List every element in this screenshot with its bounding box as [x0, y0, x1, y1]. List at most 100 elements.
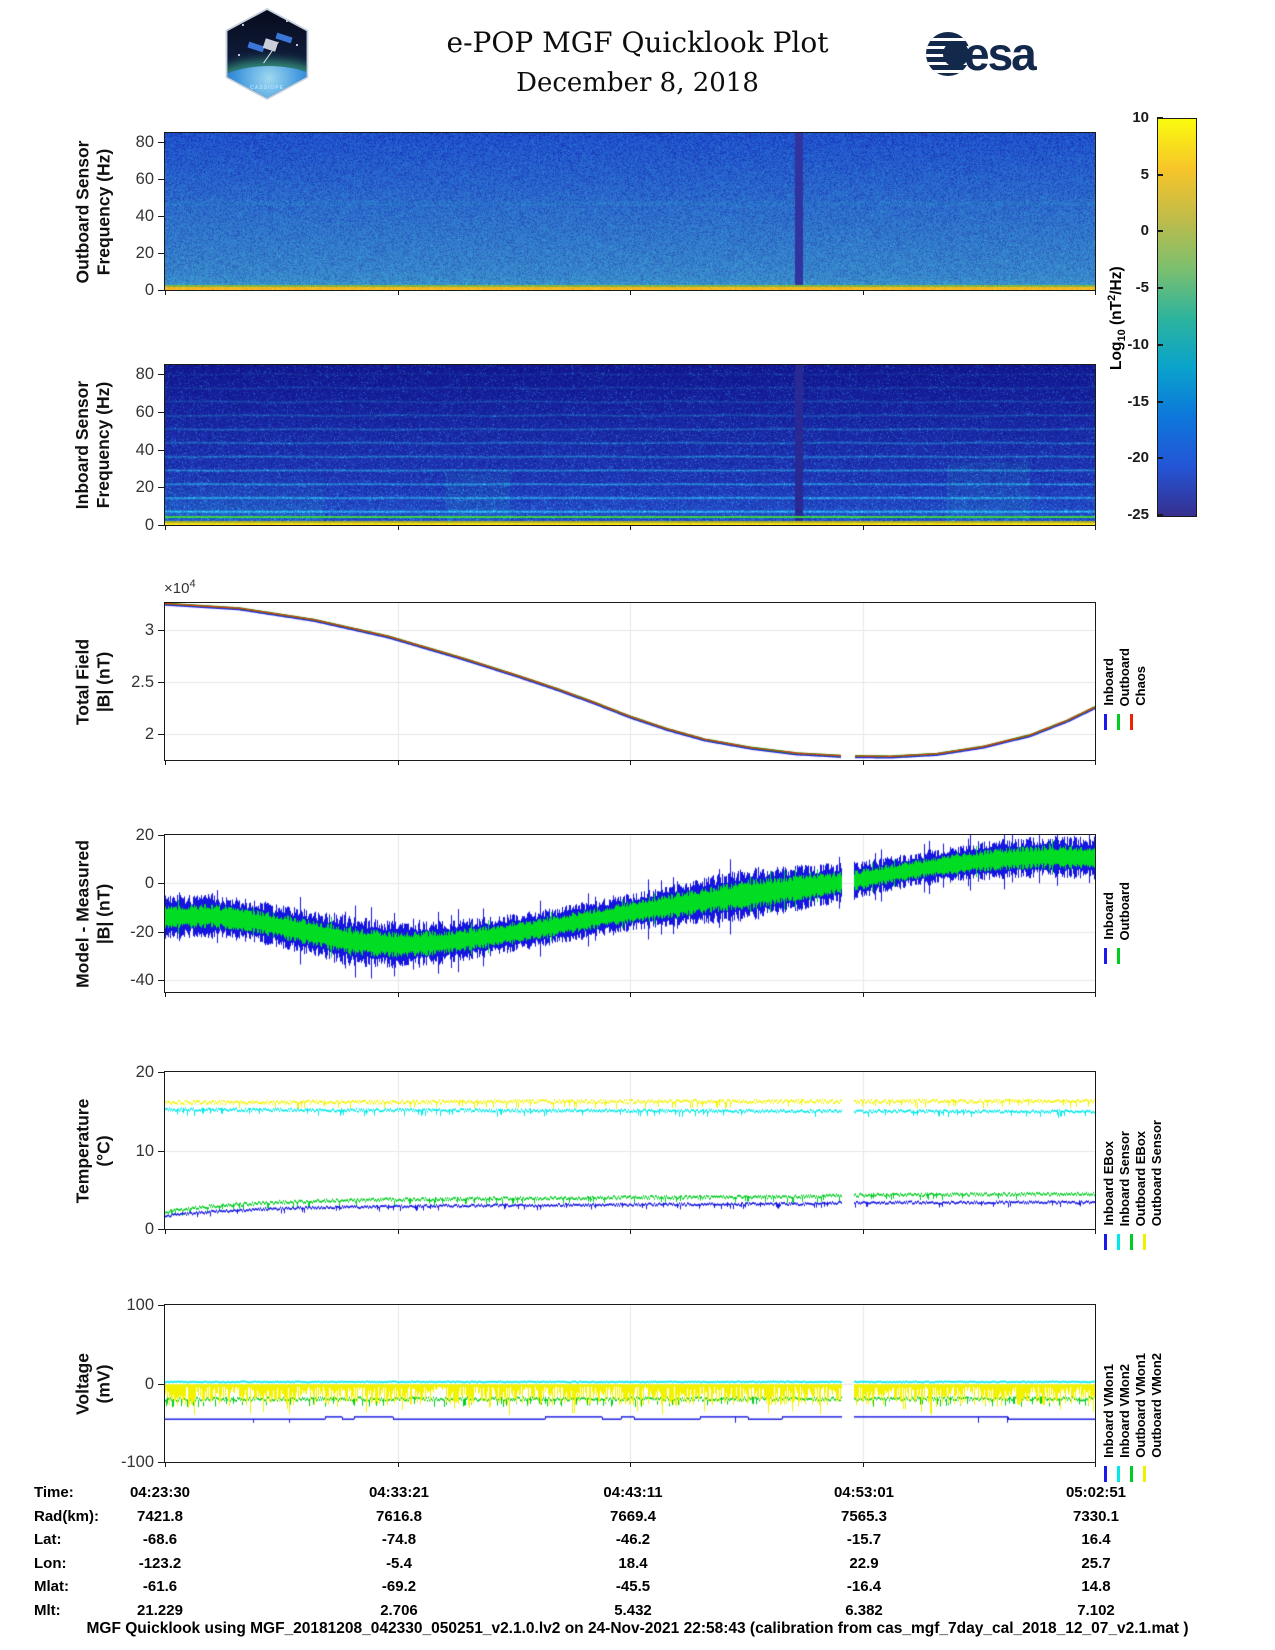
legend-label: Chaos: [1133, 666, 1148, 706]
legend-color-swatch: [1143, 1466, 1146, 1482]
ephemeris-value: 6.382: [845, 1602, 883, 1619]
x-tick-mark: [398, 525, 399, 530]
x-tick-mark: [1095, 992, 1096, 997]
panel-voltage: [164, 1304, 1096, 1463]
legend-label: Inboard EBox: [1101, 1141, 1116, 1226]
y-tick-mark: [158, 450, 165, 451]
legend-label: Inboard Sensor: [1117, 1130, 1132, 1226]
y-tick-mark: [158, 932, 165, 933]
star-icon: [242, 24, 244, 26]
y-axis-label-line2: Frequency (Hz): [93, 148, 113, 276]
colorbar-tick-label: 0: [1140, 222, 1149, 239]
x-tick-mark: [863, 290, 864, 295]
canvas-voltage: [165, 1305, 1095, 1462]
canvas-outboard-spectrogram: [165, 133, 1095, 290]
x-tick-mark: [398, 760, 399, 765]
colorbar-tick-mark: [1157, 287, 1163, 289]
legend-label: Inboard: [1101, 658, 1116, 706]
y-tick-label: 20: [135, 826, 154, 844]
ephemeris-row-label: Time:: [34, 1484, 74, 1501]
legend-color-swatch: [1130, 714, 1133, 730]
colorbar-tick-mark: [1157, 230, 1163, 232]
y-tick-label: 60: [135, 403, 154, 421]
y-tick-label: -40: [130, 971, 154, 989]
x-tick-mark: [398, 992, 399, 997]
ephemeris-row-label: Lon:: [34, 1555, 67, 1572]
colorbar-tick-mark: [1157, 174, 1163, 176]
colorbar-tick-mark: [1157, 457, 1163, 459]
y-tick-mark: [158, 734, 165, 735]
y-tick-mark: [158, 980, 165, 981]
y-axis-label-line2: Frequency (Hz): [93, 381, 113, 509]
y-tick-mark: [158, 487, 165, 488]
y-tick-label: 100: [126, 1296, 154, 1314]
ephemeris-value: 14.8: [1081, 1578, 1111, 1595]
ephemeris-value: 7669.4: [610, 1508, 656, 1525]
legend-color-swatch: [1130, 1234, 1133, 1250]
x-tick-mark: [165, 1462, 166, 1467]
x-tick-mark: [630, 992, 631, 997]
colorbar-tick-label: -10: [1127, 336, 1149, 353]
ephemeris-value: 04:53:01: [833, 1484, 895, 1501]
ephemeris-value: 18.4: [618, 1555, 648, 1572]
esa-logo: esa: [922, 28, 1037, 80]
legend-color-swatch: [1117, 1234, 1120, 1250]
ephemeris-value: 25.7: [1081, 1555, 1111, 1572]
star-icon: [296, 44, 298, 46]
y-tick-label: 60: [135, 170, 154, 188]
y-axis-label-line1: Model - Measured: [72, 840, 92, 988]
ephemeris-value: -15.7: [846, 1531, 882, 1548]
legend-label: Inboard VMon1: [1101, 1364, 1116, 1458]
axis-scale-label: ×104: [164, 578, 196, 597]
y-tick-label: 2.5: [131, 673, 154, 691]
ephemeris-row-label: Mlat:: [34, 1578, 69, 1595]
cb-label-mid: (nT: [1108, 300, 1126, 329]
y-tick-mark: [158, 374, 165, 375]
ephemeris-value: 7.102: [1077, 1602, 1115, 1619]
colorbar-tick-mark: [1157, 117, 1163, 119]
ephemeris-value: -69.2: [381, 1578, 417, 1595]
y-tick-label: 2: [144, 725, 154, 743]
x-tick-mark: [398, 1462, 399, 1467]
colorbar-tick-label: -20: [1127, 449, 1149, 466]
y-tick-mark: [158, 1072, 165, 1073]
legend-label: Inboard: [1101, 892, 1116, 940]
y-tick-mark: [158, 525, 165, 526]
ephemeris-value: 16.4: [1081, 1531, 1111, 1548]
legend-label: Outboard: [1117, 881, 1132, 941]
y-axis-label-line2: |B| (nT): [93, 883, 113, 945]
legend-color-swatch: [1130, 1466, 1133, 1482]
colorbar-axis-label: Log10 (nT2/Hz): [1106, 188, 1128, 448]
ephemeris-value: 04:43:11: [603, 1484, 663, 1501]
star-icon: [286, 20, 288, 22]
colorbar-tick-label: 5: [1140, 166, 1149, 183]
colorbar: [1157, 118, 1197, 517]
legend-total-field: Inboard Outboard Chaos: [1101, 648, 1149, 707]
ephemeris-value: -74.8: [381, 1531, 417, 1548]
colorbar-tick-mark: [1157, 344, 1163, 346]
y-tick-label: 10: [135, 1142, 154, 1160]
cb-label-sub: 10: [1116, 328, 1129, 342]
y-tick-mark: [158, 1384, 165, 1385]
y-tick-mark: [158, 835, 165, 836]
ephemeris-value: 22.9: [849, 1555, 879, 1572]
ephemeris-value: -45.5: [615, 1578, 651, 1595]
legend-label: Inboard VMon2: [1117, 1364, 1132, 1458]
y-tick-mark: [158, 630, 165, 631]
legend-color-swatch: [1104, 714, 1107, 730]
x-tick-mark: [1095, 760, 1096, 765]
y-axis-label-line1: Total Field: [72, 638, 92, 726]
y-axis-label-line2: |B| (nT): [93, 651, 113, 713]
legend-color-swatch: [1117, 948, 1120, 964]
ephemeris-row-label: Mlt:: [34, 1602, 61, 1619]
y-tick-mark: [158, 290, 165, 291]
y-tick-label: 0: [144, 516, 154, 534]
canvas-inboard-spectrogram: [165, 365, 1095, 525]
x-tick-mark: [165, 992, 166, 997]
y-tick-mark: [158, 142, 165, 143]
x-tick-mark: [1095, 1229, 1096, 1234]
y-tick-mark: [158, 412, 165, 413]
cassiope-mission-patch: CASSIOPE: [222, 8, 312, 100]
colorbar-tick-mark: [1157, 401, 1163, 403]
x-tick-mark: [630, 525, 631, 530]
